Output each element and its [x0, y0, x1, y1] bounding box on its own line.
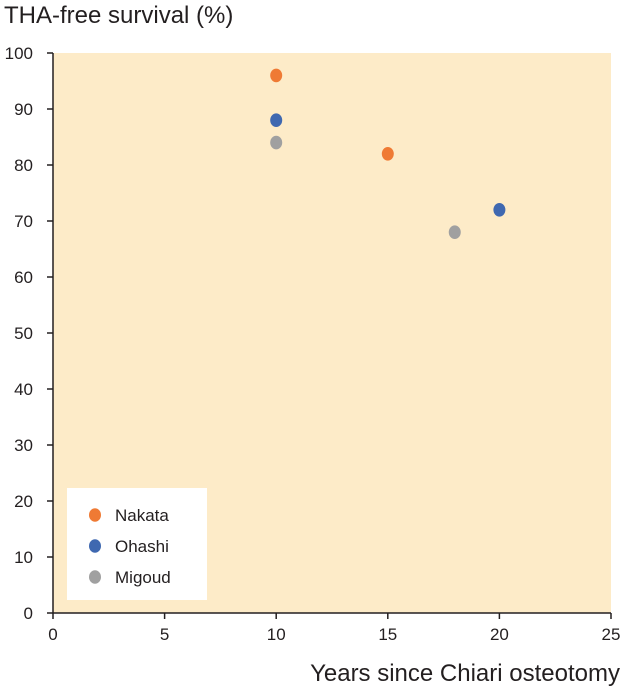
- legend-marker-ohashi: [89, 539, 101, 553]
- y-tick-label: 20: [14, 492, 33, 511]
- legend-marker-migoud: [89, 570, 101, 584]
- data-point-ohashi: [493, 203, 506, 217]
- data-point-migoud: [270, 135, 283, 150]
- data-point-nakata: [381, 147, 394, 161]
- data-points: [270, 68, 506, 239]
- legend-label-nakata: Nakata: [115, 506, 169, 525]
- x-tick-label: 5: [160, 625, 169, 644]
- y-tick-label: 80: [14, 156, 33, 175]
- y-tick-label: 10: [14, 548, 33, 567]
- y-axis-ticks: 0 10 20 30 40 50 60 70 80 90 100: [5, 44, 53, 623]
- data-point-ohashi: [270, 113, 283, 127]
- y-tick-label: 30: [14, 436, 33, 455]
- y-tick-label: 50: [14, 324, 33, 343]
- legend: Nakata Ohashi Migoud: [67, 488, 207, 600]
- y-tick-label: 90: [14, 100, 33, 119]
- x-tick-label: 0: [48, 625, 57, 644]
- y-tick-label: 100: [5, 44, 33, 63]
- x-axis-ticks: 0 5 10 15 20 25: [48, 613, 620, 644]
- x-tick-label: 10: [267, 625, 286, 644]
- y-tick-label: 40: [14, 380, 33, 399]
- legend-marker-nakata: [89, 508, 101, 522]
- legend-label-migoud: Migoud: [115, 568, 171, 587]
- x-tick-label: 15: [378, 625, 397, 644]
- x-tick-label: 25: [602, 625, 621, 644]
- data-point-nakata: [270, 68, 283, 83]
- y-tick-label: 60: [14, 268, 33, 287]
- data-point-migoud: [448, 225, 461, 239]
- x-tick-label: 20: [490, 625, 509, 644]
- chart-title: THA-free survival (%): [4, 2, 233, 29]
- legend-label-ohashi: Ohashi: [115, 537, 169, 556]
- x-axis-label: Years since Chiari osteotomy: [310, 660, 620, 687]
- y-tick-label: 0: [24, 604, 33, 623]
- y-tick-label: 70: [14, 212, 33, 231]
